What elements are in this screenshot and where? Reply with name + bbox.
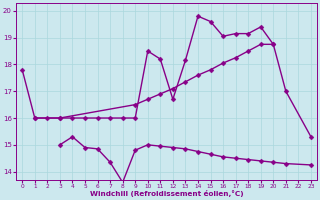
X-axis label: Windchill (Refroidissement éolien,°C): Windchill (Refroidissement éolien,°C): [90, 190, 244, 197]
